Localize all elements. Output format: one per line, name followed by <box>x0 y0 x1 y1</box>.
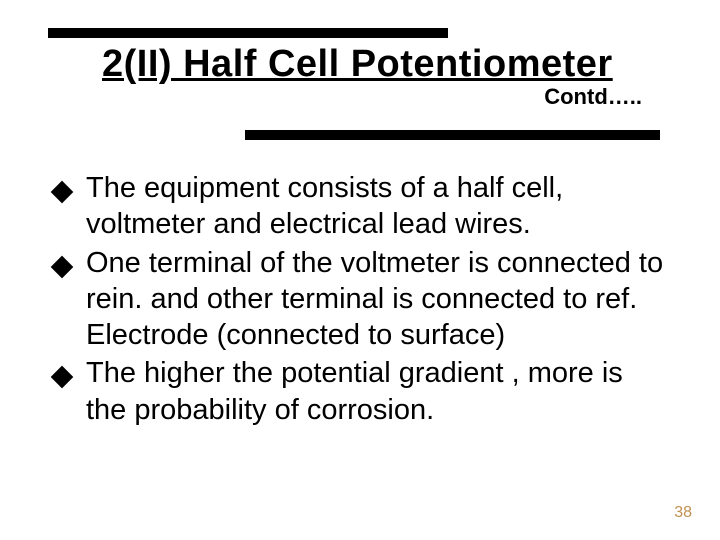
top-accent-bar <box>48 28 448 38</box>
list-item: The equipment consists of a half cell, v… <box>50 170 670 243</box>
bullet-diamond-icon <box>51 255 74 278</box>
continued-label: Contd….. <box>102 84 682 110</box>
list-item: One terminal of the voltmeter is connect… <box>50 245 670 354</box>
slide-title: 2(II) Half Cell Potentiometer <box>102 44 682 86</box>
bullet-text: One terminal of the voltmeter is connect… <box>86 245 670 354</box>
bullet-text: The equipment consists of a half cell, v… <box>86 170 670 243</box>
bullet-diamond-icon <box>51 366 74 389</box>
bullet-list: The equipment consists of a half cell, v… <box>50 170 670 430</box>
list-item: The higher the potential gradient , more… <box>50 355 670 428</box>
title-block: 2(II) Half Cell Potentiometer Contd….. <box>102 44 682 110</box>
bullet-text: The higher the potential gradient , more… <box>86 355 670 428</box>
page-number: 38 <box>674 504 692 522</box>
under-accent-bar <box>245 130 660 140</box>
bullet-diamond-icon <box>51 181 74 204</box>
